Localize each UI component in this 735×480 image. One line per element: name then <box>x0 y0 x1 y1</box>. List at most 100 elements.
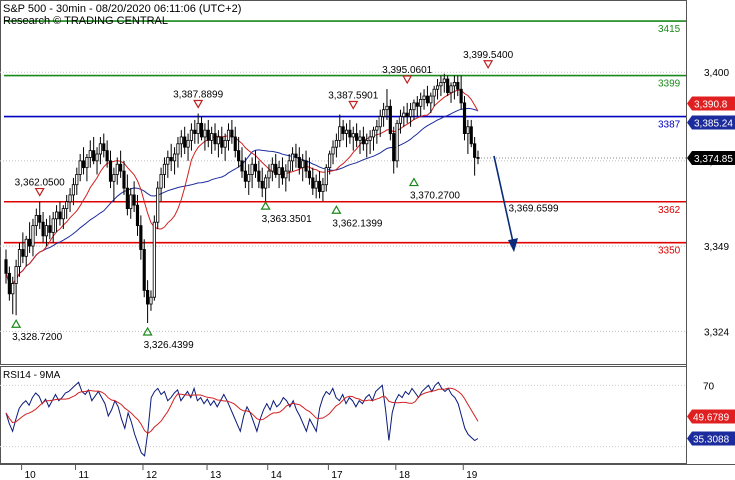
level-lines: 3415 3399 3387 3362 3350 <box>4 20 686 257</box>
candle-body-30 <box>105 150 109 162</box>
candle-body-115 <box>392 133 396 162</box>
candle-body-43 <box>149 296 153 305</box>
candle-body-129 <box>439 82 443 87</box>
price-tick-label-2: 3,349 <box>704 242 729 253</box>
candle-body-89 <box>304 160 308 172</box>
candle-body-125 <box>425 95 430 104</box>
marker-high-0 <box>34 187 45 197</box>
candle-body-4 <box>17 249 22 267</box>
candle-body-14 <box>51 218 55 233</box>
candle-body-42 <box>146 289 150 305</box>
candle-body-86 <box>294 153 298 158</box>
time-tick-label-2: 12 <box>146 470 158 480</box>
candle-body-9 <box>34 214 38 227</box>
price-panel-frame <box>0 0 687 365</box>
annotation-label-0: 3,362.0500 <box>15 178 65 189</box>
candle-body-25 <box>88 150 92 158</box>
candle-body-109 <box>371 129 376 138</box>
marker-high-9 <box>483 60 494 69</box>
candle-body-101 <box>344 129 349 134</box>
candle-body-70 <box>240 160 244 172</box>
annotation-label-3: 3,326.4399 <box>144 340 194 351</box>
candle-body-85 <box>290 153 295 162</box>
marker-high-7 <box>402 75 413 85</box>
candle-body-72 <box>247 174 251 182</box>
rsi-panel: 70 49.6789 35.3088 <box>0 381 735 457</box>
marker-low-8 <box>408 177 419 187</box>
candle-body-112 <box>382 109 386 117</box>
candle-body-24 <box>85 157 89 169</box>
candle-body-131 <box>446 78 450 94</box>
candle-body-34 <box>119 163 123 172</box>
candle-body-128 <box>435 85 440 90</box>
candle-body-132 <box>449 85 453 94</box>
candle-body-130 <box>442 78 446 83</box>
annotation-label-5: 3,362.1399 <box>332 218 382 229</box>
candle-body-60 <box>206 129 210 141</box>
candle-body-27 <box>95 153 99 162</box>
candle-body-12 <box>44 225 49 237</box>
candle-body-47 <box>162 163 167 175</box>
marker-low-5 <box>331 205 342 214</box>
candle-body-10 <box>38 214 42 223</box>
candle-body-20 <box>71 184 76 196</box>
candle-body-108 <box>368 136 372 141</box>
price-tick-label-0: 3,400 <box>704 68 729 79</box>
candle-body-83 <box>284 170 288 179</box>
rsi-panel-frame <box>0 366 687 464</box>
candle-body-39 <box>135 204 140 227</box>
candle-body-103 <box>351 133 355 138</box>
candles <box>4 73 480 323</box>
candle-body-97 <box>331 146 335 155</box>
forecast-arrow-shaft <box>493 155 514 243</box>
time-axis: 10 11 12 13 14 17 18 19 <box>21 464 478 480</box>
chart-subtitle: Research © TRADING CENTRAL <box>3 15 168 27</box>
candle-body-100 <box>341 126 345 134</box>
candle-body-77 <box>264 177 268 189</box>
level-label-3415: 3415 <box>658 24 681 35</box>
annotation-label-6: 3,387.5901 <box>328 91 378 102</box>
candle-body-110 <box>375 126 379 131</box>
candle-body-35 <box>122 170 126 189</box>
candle-body-116 <box>395 122 399 162</box>
candle-body-37 <box>129 194 133 209</box>
candle-body-64 <box>220 136 224 148</box>
candle-body-49 <box>169 157 173 162</box>
rsi-label: RSI14 - 9MA <box>3 370 61 381</box>
candle-body-114 <box>388 105 392 134</box>
candle-body-102 <box>348 129 352 138</box>
price-tag-0: 3,390.8 <box>694 100 728 111</box>
candle-body-23 <box>81 160 86 169</box>
candle-body-28 <box>98 143 102 155</box>
candle-body-31 <box>108 160 113 182</box>
candle-body-73 <box>250 163 254 175</box>
price-tag-bg-2 <box>687 150 735 165</box>
candle-body-67 <box>230 129 234 138</box>
marker-low-4 <box>260 200 271 210</box>
candle-body-136 <box>462 102 467 134</box>
rsi-tag-bg-1 <box>687 431 735 446</box>
time-tick-label-1: 11 <box>79 470 90 480</box>
marker-high-6 <box>348 100 359 110</box>
candle-body-45 <box>156 187 160 223</box>
candle-body-66 <box>226 129 231 141</box>
candle-body-68 <box>233 136 237 152</box>
candle-body-1 <box>7 272 11 295</box>
candle-body-121 <box>412 102 416 111</box>
high-low-markers: 3,362.0500 3,328.7200 3,387.8899 3,326.4399… <box>11 50 559 351</box>
candle-body-104 <box>355 133 359 141</box>
candle-body-84 <box>287 160 291 172</box>
price-axis: 3,4003,3743,3493,3243,390.83,385.243,374… <box>687 68 735 338</box>
candle-body-53 <box>183 136 187 148</box>
candle-body-11 <box>41 221 45 237</box>
candle-body-117 <box>398 116 403 124</box>
candle-body-123 <box>419 99 423 107</box>
candle-body-134 <box>456 82 460 90</box>
candle-body-88 <box>301 160 305 169</box>
annotation-label-7: 3,395.0601 <box>382 65 432 76</box>
rsi-tick-label-70: 70 <box>703 381 715 392</box>
candle-body-41 <box>142 249 146 291</box>
candle-body-26 <box>92 150 96 162</box>
candle-body-99 <box>338 126 342 141</box>
candle-body-96 <box>328 153 332 169</box>
